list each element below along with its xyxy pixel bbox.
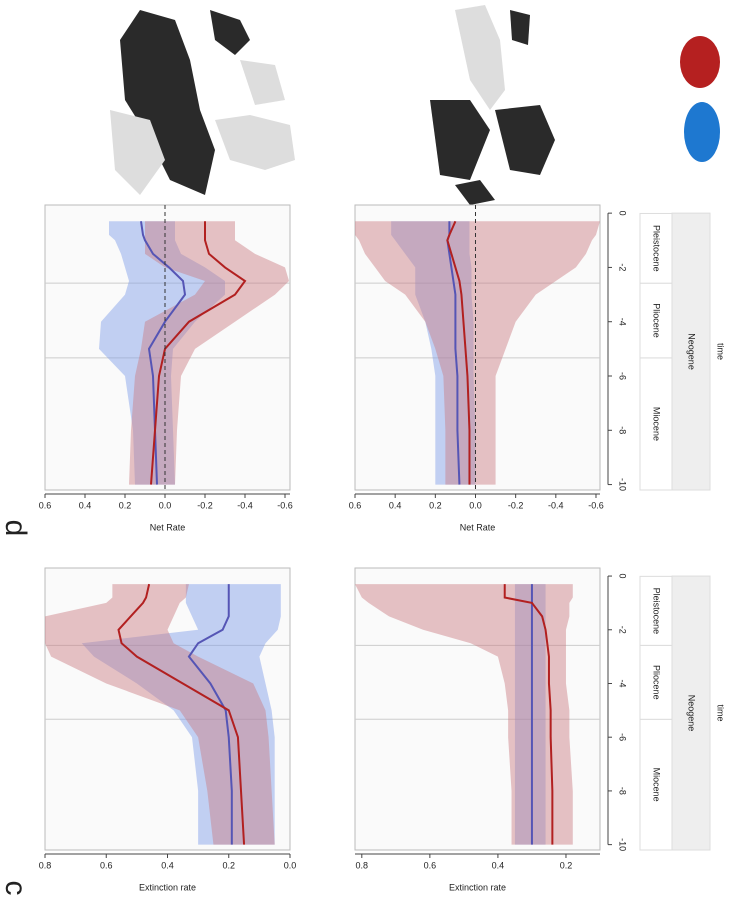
x-tick-label: -2 (618, 263, 628, 271)
y-tick-label: 0.4 (79, 500, 92, 510)
map-land (510, 10, 530, 45)
x-tick-label: 0 (618, 574, 628, 579)
x-tick-label: -10 (618, 838, 628, 851)
map-land (455, 180, 495, 205)
period-label: Neogene (687, 333, 697, 370)
y-axis-title: Extinction rate (139, 882, 196, 892)
x-tick-label: -10 (618, 478, 628, 491)
panel-letter: d (0, 520, 32, 537)
y-tick-label: 0.6 (424, 860, 437, 870)
y-tick-label: -0.4 (548, 500, 564, 510)
y-tick-label: 0.6 (349, 500, 362, 510)
x-tick-label: -8 (618, 787, 628, 795)
y-tick-label: 0.2 (560, 860, 573, 870)
x-tick-label: -4 (618, 679, 628, 687)
y-tick-label: -0.2 (508, 500, 524, 510)
y-tick-label: 0.4 (161, 860, 174, 870)
y-tick-label: 0.0 (159, 500, 172, 510)
map-bottom (430, 5, 555, 205)
epoch-label: Pliocene (652, 303, 662, 338)
map-land (240, 60, 285, 105)
map-top (110, 10, 295, 195)
map-land (210, 10, 250, 55)
y-tick-label: -0.6 (588, 500, 604, 510)
epoch-label: Miocene (652, 768, 662, 802)
epoch-label: Pleistocene (652, 225, 662, 272)
y-tick-label: -0.6 (277, 500, 293, 510)
y-tick-label: 0.8 (356, 860, 369, 870)
x-axis-title: time (716, 343, 726, 360)
epoch-label: Pliocene (652, 665, 662, 700)
y-tick-label: 0.6 (100, 860, 113, 870)
map-land (215, 115, 295, 170)
y-tick-label: 0.4 (492, 860, 505, 870)
x-tick-label: 0 (618, 211, 628, 216)
epoch-label: Miocene (652, 407, 662, 441)
x-tick-label: -4 (618, 318, 628, 326)
map-land (430, 100, 490, 180)
y-tick-label: 0.2 (429, 500, 442, 510)
y-tick-label: 0.0 (284, 860, 297, 870)
y-tick-label: -0.2 (197, 500, 213, 510)
y-axis-title: Net Rate (460, 522, 496, 532)
x-tick-label: -6 (618, 733, 628, 741)
blue-taxon-icon (684, 102, 720, 162)
y-tick-label: 0.6 (39, 500, 52, 510)
y-axis-title: Extinction rate (449, 882, 506, 892)
y-tick-label: 0.2 (119, 500, 132, 510)
x-axis-title: time (716, 705, 726, 722)
map-land (455, 5, 505, 110)
map-land (495, 105, 555, 175)
red-taxon-icon (680, 36, 720, 88)
x-tick-label: -8 (618, 426, 628, 434)
period-label: Neogene (687, 695, 697, 732)
figure: 0.0 0.2 0.4 0.6 0.8 Extinction rate c 0.2 0.4 0.6… (0, 0, 729, 918)
y-tick-label: 0.2 (222, 860, 235, 870)
epoch-label: Pleistocene (652, 588, 662, 635)
y-tick-label: 0.4 (389, 500, 402, 510)
y-axis-title: Net Rate (150, 522, 186, 532)
x-tick-label: -2 (618, 626, 628, 634)
panel-letter: c (0, 881, 32, 896)
y-tick-label: 0.0 (469, 500, 482, 510)
x-tick-label: -6 (618, 372, 628, 380)
y-tick-label: 0.8 (39, 860, 52, 870)
y-tick-label: -0.4 (237, 500, 253, 510)
